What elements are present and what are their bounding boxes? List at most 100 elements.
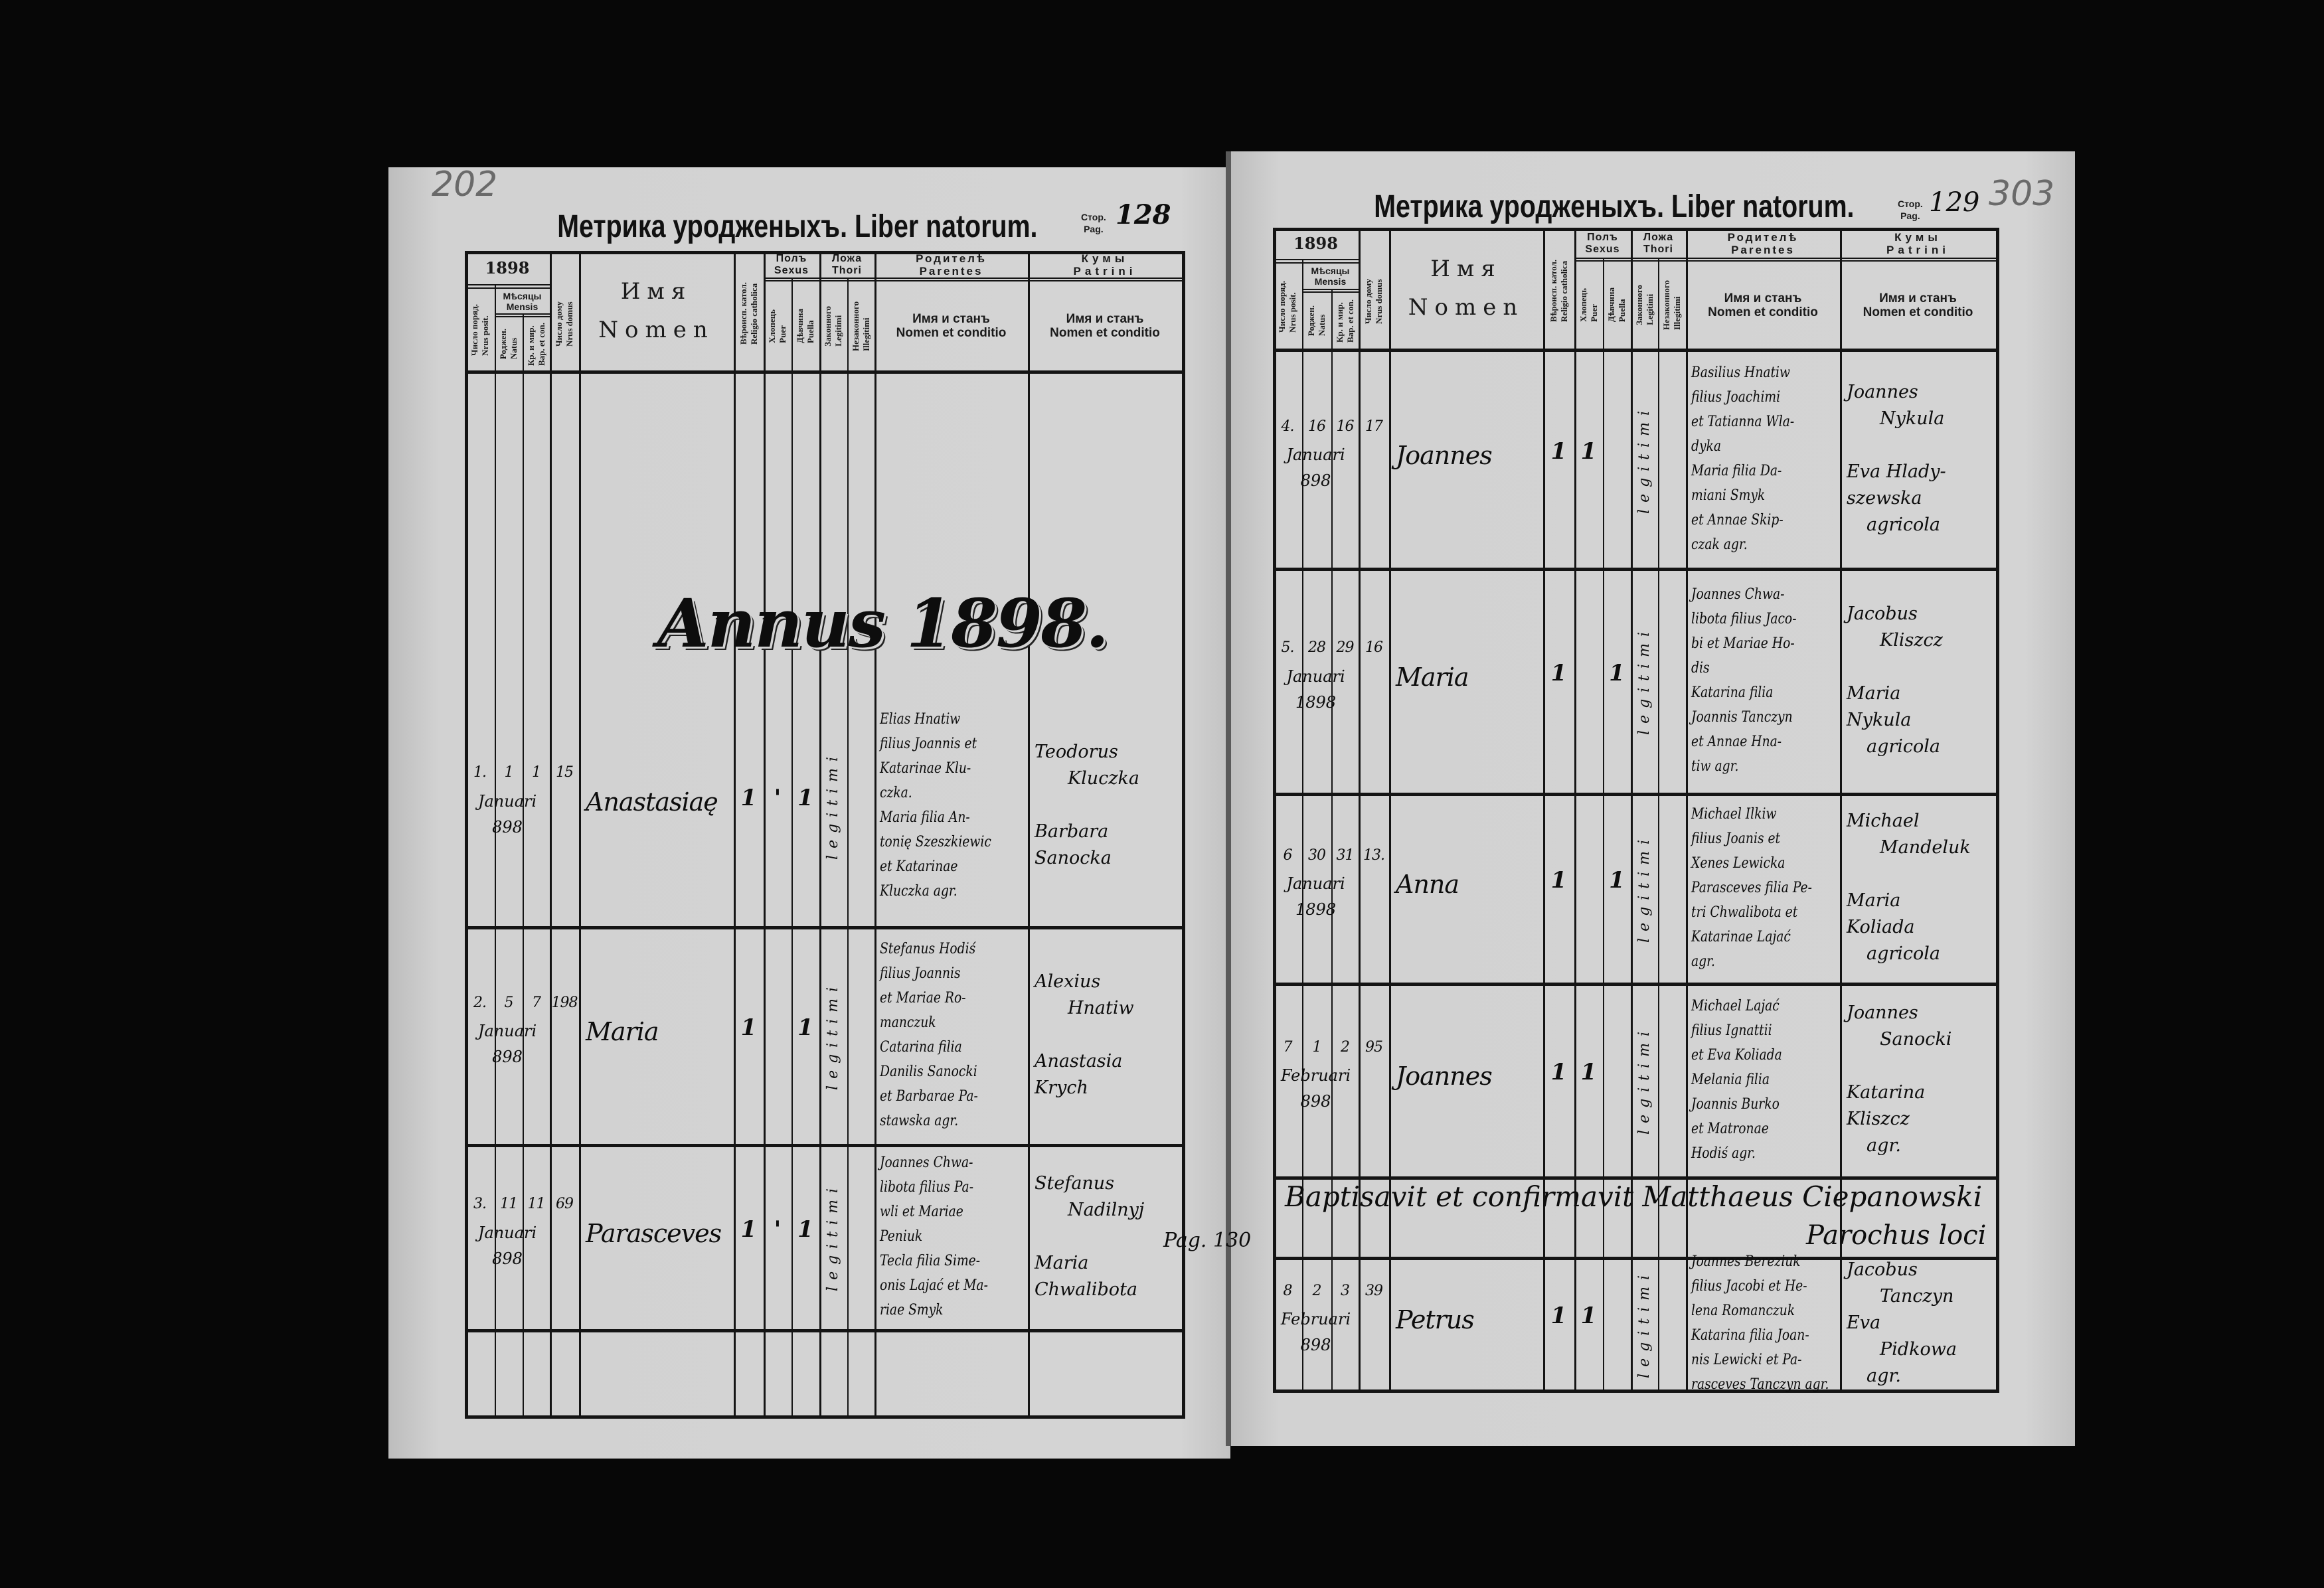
parentes-line: filius Ignattii [1691, 1022, 1772, 1039]
parentes-line: onis Lajać et Ma- [880, 1277, 988, 1294]
puer-header: Хлопець Puer [767, 309, 788, 343]
mensis-header-line-1: Мѣсяцы [1311, 266, 1350, 276]
illegitimi-header: Незаконного Illegitimi [1661, 280, 1683, 330]
entry-parentes: Joannes Chwa-libota filius Jaco-bi et Ma… [1691, 582, 1837, 779]
patrini-header-cell: Кумы Patrini [1840, 229, 1996, 258]
parentes-line: tri Chwalibota et [1691, 904, 1798, 921]
entry-year: 898 [492, 1249, 523, 1268]
natus-header-line-1: Роджен. [498, 328, 508, 360]
nomen-header-line-1: Имя [1430, 256, 1502, 282]
entry-puer-mark: 1 [1580, 1303, 1597, 1329]
thori-header: Ложа Thori [832, 253, 862, 277]
parentes-line: wli et Mariae [880, 1204, 963, 1220]
entry-puella-mark: 1 [1609, 867, 1625, 894]
entry-thori-legitimi: legitimi [825, 980, 841, 1090]
pag-label-1: Стор. [1081, 212, 1106, 222]
entry-nr: 1. [473, 764, 487, 781]
thori-header-line-1: Ложа [1643, 231, 1674, 243]
entry-year-cell: 898 [1273, 1090, 1359, 1113]
rule-line [764, 251, 766, 1415]
parentes-header-line-1: Родителѣ [1727, 230, 1799, 244]
entry-nr-cell: 3. [465, 1189, 495, 1220]
parentes-nomen-conditio-cell: Имя и станъ Nomen et conditio [1686, 262, 1840, 349]
entry-puella-mark: 1 [797, 1216, 813, 1243]
illegitimi-header-line-1: Незаконного [1661, 280, 1671, 330]
illegitimi-header-line-2: Illegitimi [1672, 296, 1682, 330]
sexus-header-line-1: Полъ [776, 253, 807, 264]
entry-nr: 8 [1283, 1282, 1293, 1299]
entry-year-cell: 898 [465, 816, 550, 838]
parentes-line: lena Romanczuk [1691, 1303, 1795, 1319]
entry-baptisatus: 1 [532, 764, 541, 781]
entry-thori-legitimi: legitimi [1635, 1024, 1653, 1135]
parentes-header-cell: Родителѣ Parentes [1686, 229, 1840, 258]
entry-baptisatus: 31 [1336, 846, 1355, 864]
patrini-line: agricola [1867, 736, 1941, 757]
entry-natus-cell: 16 [1302, 411, 1331, 441]
entry-parentes: Joannes Chwa-libota filius Pa-wli et Mar… [880, 1151, 1025, 1322]
parentes-line: riae Smyk [880, 1302, 944, 1318]
baptisatus-header: Кр. и мир. Bap. et con. [1335, 299, 1356, 343]
puer-header: Хлопець Puer [1578, 288, 1600, 322]
sexus-header: Полъ Sexus [1585, 232, 1619, 256]
entry-nr: 3. [473, 1196, 487, 1212]
illegitimi-header: Незаконного Illegitimi [851, 301, 872, 351]
entry-natus-cell: 1 [1302, 1032, 1331, 1062]
parentes-line: Joannis Tanczyn [1691, 708, 1793, 726]
rule-line [579, 251, 581, 1415]
domus-header-cell: Число дому Nrus domus [1359, 254, 1389, 349]
entry-thori-legitimi: legitimi [1635, 1268, 1653, 1378]
mensis-header-line-2: Mensis [506, 301, 539, 312]
entry-domus: 16 [1365, 639, 1383, 656]
parentes-line: et Annae Hna- [1691, 733, 1782, 750]
parentes-line: et Tatianna Wla- [1691, 414, 1795, 430]
nrus-posit-header-cell: Число поряд. Nrus posit. [465, 289, 495, 370]
entry-domus-cell: 13. [1359, 840, 1389, 870]
entry-month-cell: Januari [462, 1019, 552, 1043]
nrus-posit-header-line-1: Число поряд. [1277, 280, 1287, 333]
patrini-line: Maria [1035, 1252, 1089, 1273]
patrini-line: Koliada [1847, 917, 1915, 937]
natus-header-cell: Роджен. Natus [495, 317, 523, 370]
entry-religio-mark: 1 [1550, 867, 1567, 894]
rule-line [847, 278, 849, 1415]
rule-line [1631, 228, 1633, 1390]
parentes-line: Joannes Chwa- [1691, 586, 1785, 603]
illegitimi-header-cell: Незаконного Illegitimi [1658, 262, 1686, 349]
entry-natus: 28 [1308, 639, 1326, 656]
natus-header: Роджен. Natus [1306, 305, 1327, 336]
parentes-line: Michael Lajać [1691, 997, 1780, 1014]
left-page [388, 167, 1230, 1459]
patrini-line: Jacobus [1847, 1259, 1918, 1280]
baptisatus-header-line-1: Кр. и мир. [1334, 301, 1345, 343]
entry-puer-cell: ' [764, 781, 791, 815]
patrini-line: Tanczyn [1880, 1286, 1954, 1307]
entry-puer-cell [1574, 657, 1603, 690]
handwritten-folio: 303 [1989, 174, 2055, 214]
patrini-header-line-1: Кумы [1894, 230, 1942, 244]
rule-line [1302, 291, 1359, 293]
entry-year: 1898 [1295, 692, 1337, 712]
parentes-line: Peniuk [880, 1228, 923, 1245]
parentes-header-line-2: Parentes [1731, 243, 1795, 256]
rule-line [1273, 349, 1999, 352]
nrus-posit-header-line-1: Число поряд. [469, 304, 479, 356]
patrini-line [1035, 1022, 1179, 1048]
entry-thori-cell: legitimi [819, 1157, 847, 1316]
parentes-line: Katarinae Lajać [1691, 928, 1791, 945]
rule-line [465, 1144, 1185, 1147]
patrini-nomen-conditio: Имя и станъ Nomen et conditio [1863, 291, 1973, 319]
parentes-nomen-conditio: Имя и станъ Nomen et conditio [896, 312, 1007, 340]
domus-header-cell: Число дому Nrus domus [550, 278, 579, 370]
entry-nr-cell: 2. [465, 987, 495, 1018]
patrini-line [1035, 1224, 1179, 1250]
entry-year: 898 [492, 1048, 523, 1066]
entry-nr: 4. [1281, 418, 1295, 435]
entry-year: 898 [492, 817, 523, 836]
parentes-line: tonię Szeszkiewic [880, 833, 991, 850]
entry-parentes: Michael Ilkiw filius Joanis et Xenes Lewic… [1691, 802, 1837, 974]
patrini-header-line-2: Patrini [1073, 265, 1137, 278]
puer-header-line-1: Хлопець [767, 309, 777, 343]
parentes-line: nis Lewicki et Pa- [1691, 1352, 1802, 1368]
patrini-line: Sanocka [1035, 847, 1112, 868]
